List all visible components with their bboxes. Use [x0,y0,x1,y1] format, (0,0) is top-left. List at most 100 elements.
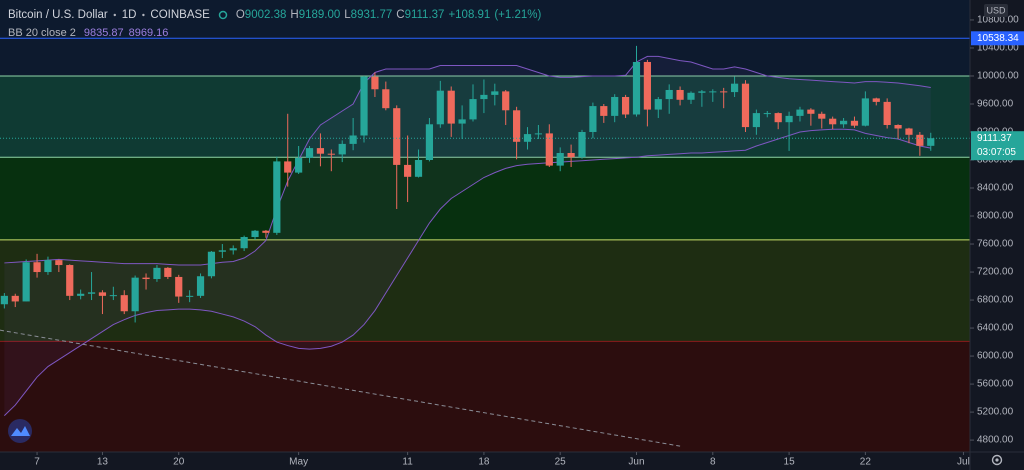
candle-body [414,160,423,177]
candle-body [741,83,750,128]
candle-body [600,106,608,116]
candle-body [861,98,869,126]
candle-body [109,295,117,297]
y-tick-label: 10400.00 [977,43,1019,54]
ohlc-value: 9002.38 [245,9,287,21]
change-pct: (+1.21%) [494,9,541,21]
candle-body [142,277,150,280]
separator [113,13,116,17]
candle-body [513,110,521,142]
candle-body [425,124,434,161]
settings-icon[interactable] [991,454,1003,466]
zone [0,341,970,452]
indicator-name: BB 20 close 2 [8,27,76,39]
plot-area [0,0,970,452]
x-tick-label: 8 [710,457,716,468]
x-tick-label: 7 [34,457,40,468]
candle-body [894,124,902,129]
candle-body [578,131,586,158]
header: Bitcoin / U.S. Dollar 1D COINBASE O9002.38 H… [8,9,541,21]
logo-mark [11,426,30,436]
candle-body [720,91,728,93]
candle-body [730,83,739,93]
x-tick-label: 11 [402,457,413,468]
candle-body [480,94,488,100]
candle-body [87,292,96,294]
y-tick-label: 9600.00 [977,99,1014,110]
band-line [4,128,931,416]
candle-body [621,96,630,115]
candle-body [175,276,183,297]
candle-body [829,118,837,125]
candle-body [11,295,19,302]
candle-body [382,89,390,109]
candle-body [120,295,128,312]
y-tick-label: 8400.00 [977,183,1014,194]
candle-body [186,295,194,297]
candle-body [556,153,564,166]
candle-body [251,230,259,238]
candle-body [33,262,41,273]
separator [142,13,145,17]
candle-body [316,148,325,154]
candle-body [589,106,597,132]
candle-body [687,92,695,100]
candle-body [567,153,575,158]
candle-body [534,133,543,135]
zone [0,239,970,342]
candle-body [66,265,74,296]
band-fill [4,56,931,416]
unit-label: USD [986,5,1006,15]
candle-body [916,134,924,146]
ohlc-prefix: O [236,9,245,21]
ohlc-value: 8931.77 [351,9,393,21]
candle-body [872,98,880,102]
candle-body [785,115,793,123]
status-icon [218,10,228,20]
candle-body [164,267,172,277]
candle-body [752,113,760,128]
candle-body [284,161,292,173]
x-tick-label: Jul [957,457,970,468]
logo[interactable] [8,419,32,443]
candle-body [458,119,466,124]
candle-body [665,89,673,100]
candle-body [229,248,237,251]
y-tick-label: 8000.00 [977,211,1014,222]
candle-body [22,262,30,302]
candle-body [44,260,52,273]
x-tick-label: 25 [555,457,567,468]
candle-body [273,161,281,233]
price-line-tag [971,31,1024,46]
candle-body [654,99,662,110]
unit-badge[interactable] [984,4,1008,17]
candle-body [371,76,379,90]
x-tick-label: 18 [478,457,490,468]
candle-body [698,91,706,93]
price-line-label: 10538.34 [977,33,1019,44]
gear [991,454,1003,466]
candle-body [295,157,303,173]
gear-center [995,458,999,462]
ohlc-prefix: H [290,9,298,21]
logo-bg [8,419,32,443]
exchange: COINBASE [150,9,210,21]
candle-body [502,91,510,111]
y-tick-label: 6000.00 [977,351,1014,362]
x-tick-label: May [289,457,308,468]
candle-body [131,277,139,312]
y-tick-label: 5200.00 [977,407,1014,418]
band-line [4,55,931,266]
candle-body [153,267,161,280]
zone [0,75,970,158]
candle-body [491,91,499,95]
candle-body [447,90,455,124]
y-tick-label: 10800.00 [977,15,1019,26]
y-tick-label: 10000.00 [977,71,1019,82]
x-tick-label: 13 [97,457,109,468]
candle-body [196,276,205,296]
candle-body [360,76,368,136]
price-axis-panel [970,0,1024,470]
candle-body [436,90,444,125]
